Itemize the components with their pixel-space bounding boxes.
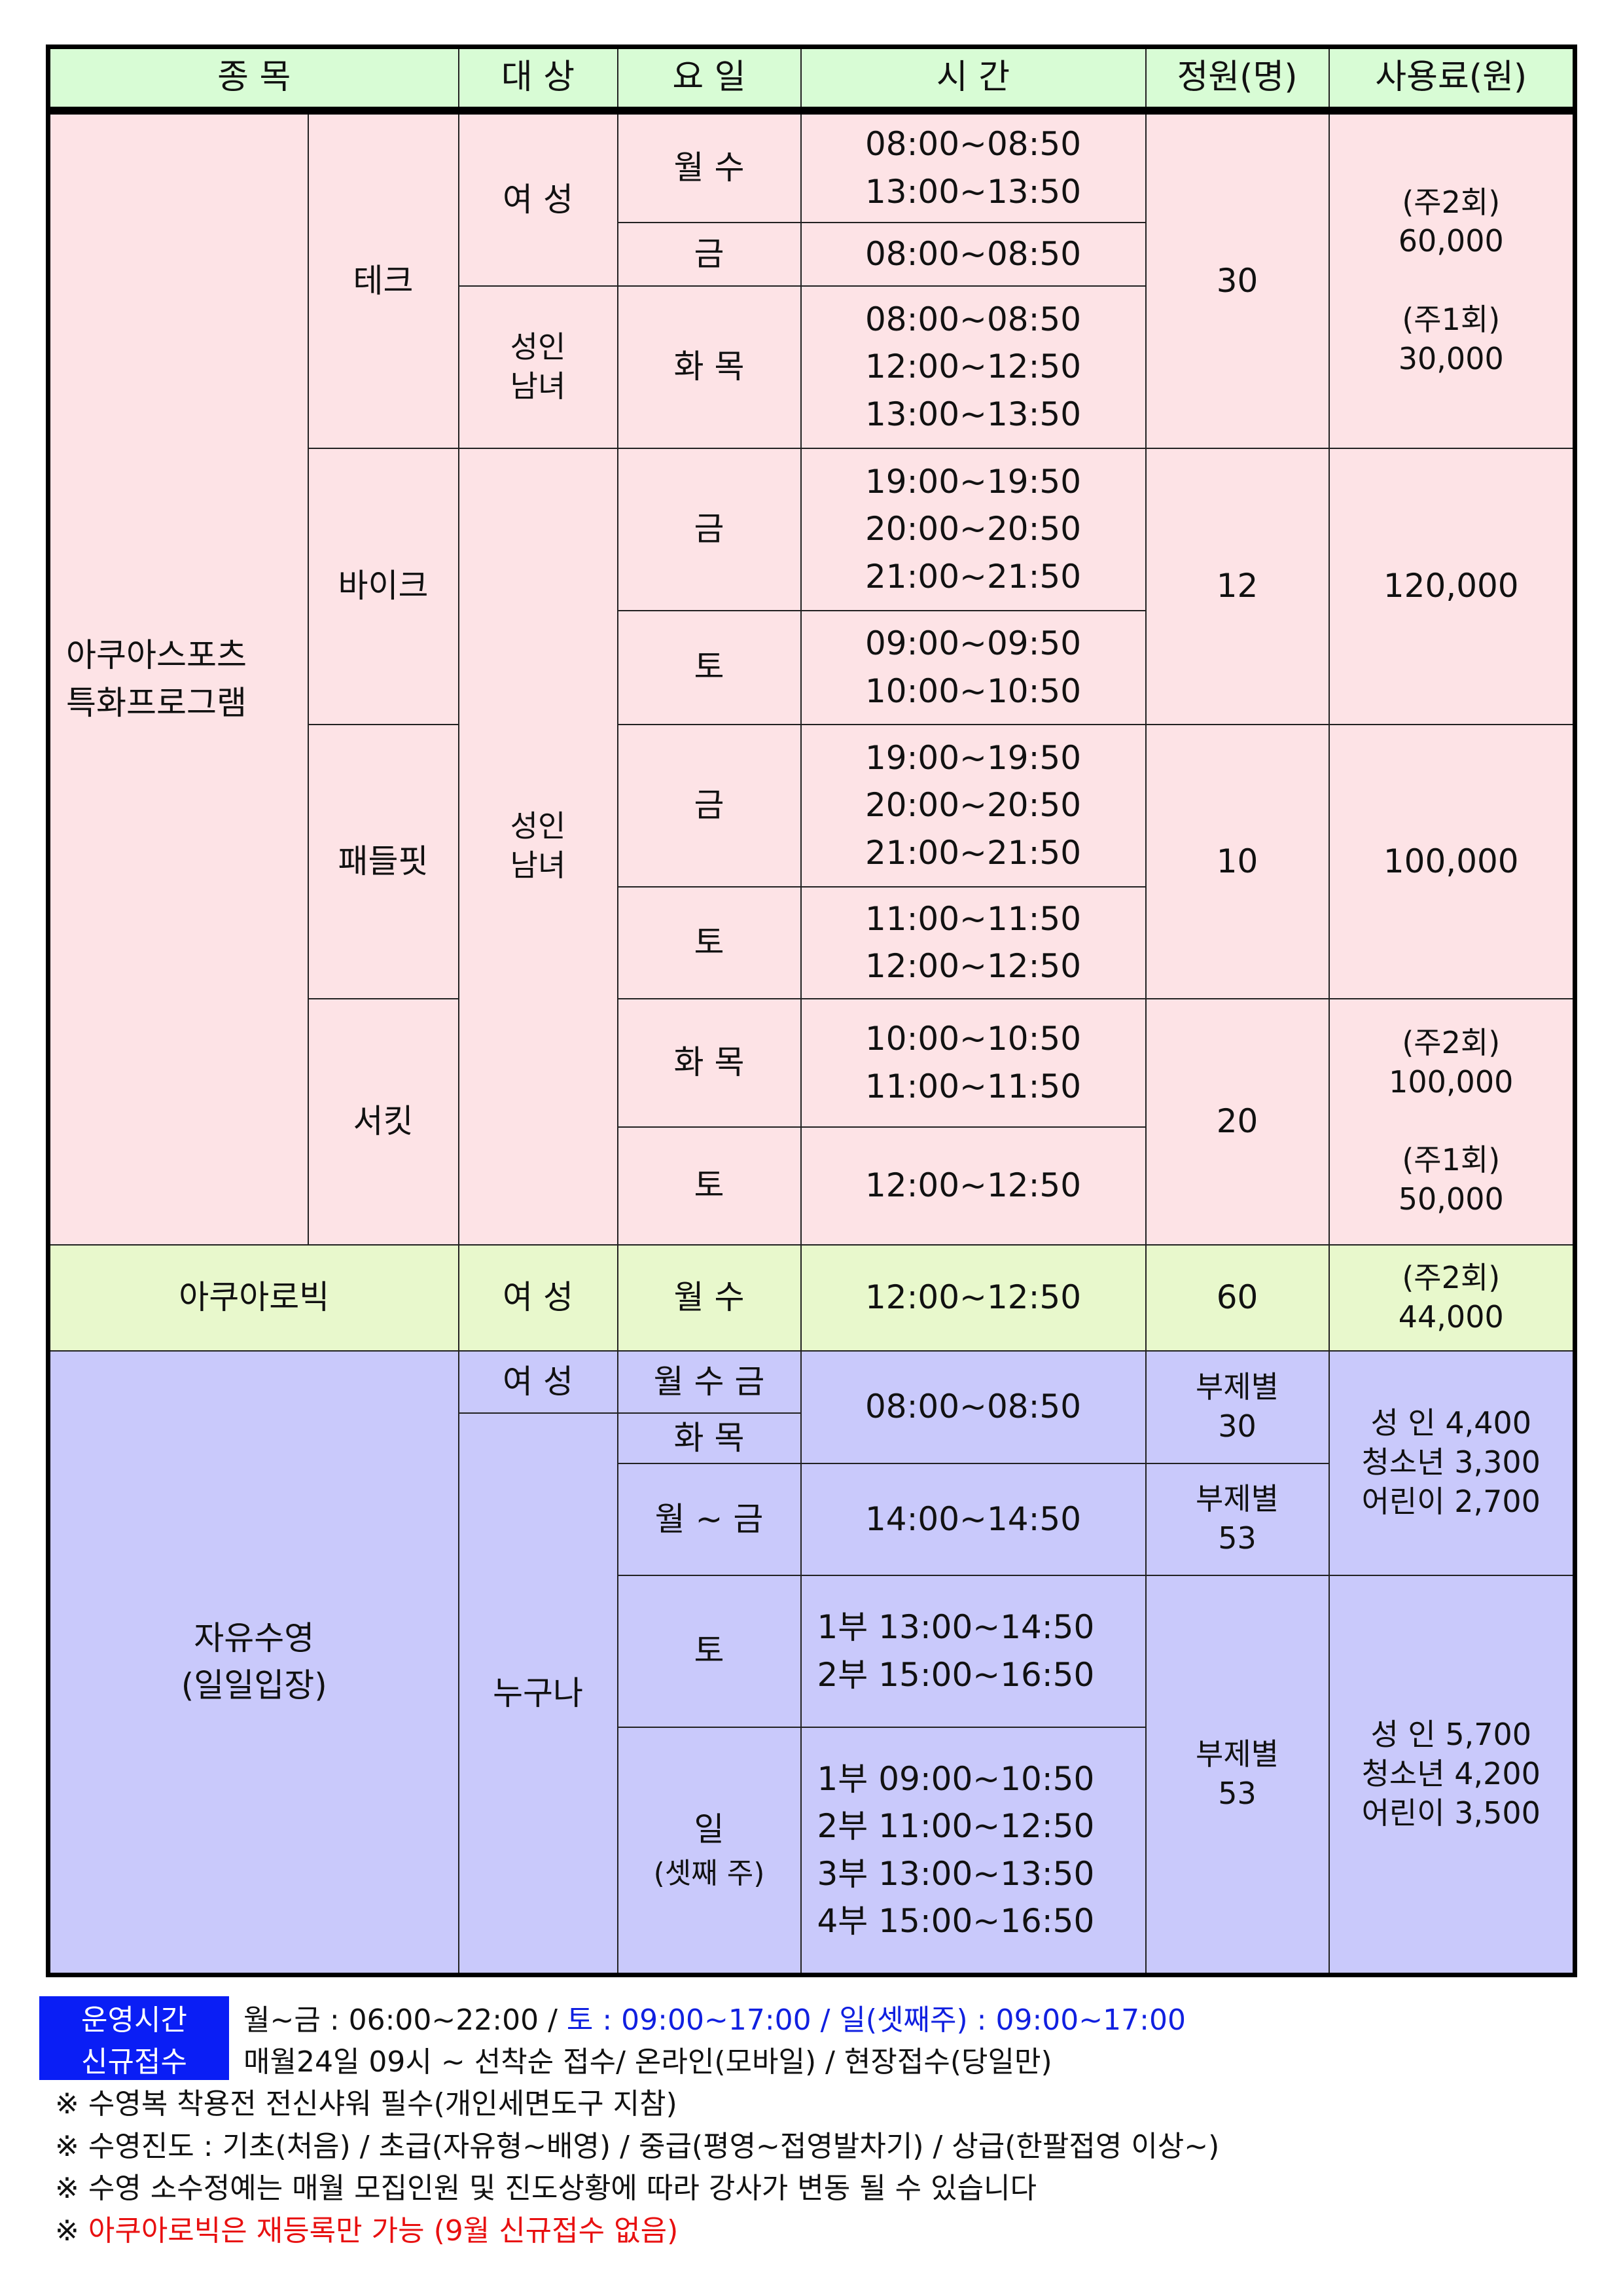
tech-target-adults: 성인 남녀 xyxy=(457,285,618,449)
time-cell: 10:00~10:50 11:00~11:50 xyxy=(800,997,1147,1128)
fee-cell: (주2회) 100,000 (주1회) 50,000 xyxy=(1328,997,1576,1246)
warning-mark: ※ xyxy=(55,2214,88,2248)
tech-name: 테크 xyxy=(307,109,459,449)
day-cell: 월 수 xyxy=(616,109,802,223)
day-cell: 월 ~ 금 xyxy=(616,1462,802,1576)
sunday-note: (셋째 주) xyxy=(653,1857,765,1891)
schedule-table: 종 목 대 상 요 일 시 간 정원(명) 사용료(원) 아쿠아스포츠 특화프로… xyxy=(46,45,1577,1977)
target-anyone: 누구나 xyxy=(457,1412,618,1976)
day-cell: 토 xyxy=(616,1126,802,1246)
time-cell: 08:00~08:50 xyxy=(800,1350,1147,1464)
day-cell: 금 xyxy=(616,447,802,611)
warning-note: ※ 아쿠아로빅은 재등록만 가능 (9월 신규접수 없음) xyxy=(55,2207,678,2249)
day-cell-sunday: 일 (셋째 주) xyxy=(616,1726,802,1976)
day-cell: 금 xyxy=(616,221,802,287)
operating-hours-weekend: 토 : 09:00~17:00 / 일(셋째주) : 09:00~17:00 xyxy=(566,2003,1186,2037)
capacity-cell: 부제별 53 xyxy=(1145,1462,1330,1576)
day-cell: 월 수 금 xyxy=(616,1350,802,1414)
time-cell: 11:00~11:50 12:00~12:50 xyxy=(800,886,1147,999)
time-cell: 08:00~08:50 12:00~12:50 13:00~13:50 xyxy=(800,285,1147,449)
note: ※ 수영 소수정예는 매월 모집인원 및 진도상황에 따라 강사가 변동 될 수… xyxy=(55,2172,1037,2205)
operating-hours: 운영시간 월~금 : 06:00~22:00 / 토 : 09:00~17:00 … xyxy=(39,1996,1186,2038)
time-cell: 19:00~19:50 20:00~20:50 21:00~21:50 xyxy=(800,723,1147,888)
time-cell: 09:00~09:50 10:00~10:50 xyxy=(800,609,1147,725)
day-cell: 금 xyxy=(616,723,802,888)
operating-hours-weekday: 월~금 : 06:00~22:00 / xyxy=(243,2003,567,2037)
fee-cell: (주2회) 60,000 (주1회) 30,000 xyxy=(1328,109,1576,449)
time-cell: 14:00~14:50 xyxy=(800,1462,1147,1576)
target-women: 여 성 xyxy=(457,1350,618,1414)
fee-cell: 100,000 xyxy=(1328,723,1576,999)
registration: 신규접수 매월24일 09시 ~ 선착순 접수/ 온라인(모바일) / 현장접수(… xyxy=(39,2038,1052,2080)
capacity-cell: 12 xyxy=(1145,447,1330,725)
fee-cell: 120,000 xyxy=(1328,447,1576,725)
aqua-sports-name: 아쿠아스포츠 특화프로그램 xyxy=(47,109,309,1246)
circuit-name: 서킷 xyxy=(307,997,459,1246)
tech-target-women: 여 성 xyxy=(457,109,618,287)
header-event: 종 목 xyxy=(47,46,459,115)
target-cell: 여 성 xyxy=(457,1244,618,1352)
note: ※ 수영진도 : 기초(처음) / 초급(자유형~배영) / 중급(평영~접영발… xyxy=(55,2130,1220,2163)
time-cell: 08:00~08:50 13:00~13:50 xyxy=(800,109,1147,223)
registration-label: 신규접수 xyxy=(39,2038,229,2080)
operating-hours-label: 운영시간 xyxy=(39,1996,229,2038)
capacity-cell: 부제별 53 xyxy=(1145,1574,1330,1976)
capacity-cell: 20 xyxy=(1145,997,1330,1246)
time-cell: 19:00~19:50 20:00~20:50 21:00~21:50 xyxy=(800,447,1147,611)
day-cell: 토 xyxy=(616,1574,802,1728)
time-cell: 1부 09:00~10:50 2부 11:00~12:50 3부 13:00~1… xyxy=(800,1726,1147,1976)
capacity-cell: 부제별 30 xyxy=(1145,1350,1330,1464)
header-row: 종 목 대 상 요 일 시 간 정원(명) 사용료(원) xyxy=(47,46,1576,115)
day-cell: 화 목 xyxy=(616,285,802,449)
capacity-cell: 60 xyxy=(1145,1244,1330,1352)
header-target: 대 상 xyxy=(457,46,618,115)
day-cell: 토 xyxy=(616,609,802,725)
note: ※ 수영복 착용전 전신샤워 필수(개인세면도구 지참) xyxy=(55,2087,677,2121)
free-swim-name: 자유수영 (일일입장) xyxy=(47,1350,459,1976)
registration-text: 매월24일 09시 ~ 선착순 접수/ 온라인(모바일) / 현장접수(당일만) xyxy=(243,2045,1052,2079)
adults-target: 성인 남녀 xyxy=(457,447,618,1246)
bike-name: 바이크 xyxy=(307,447,459,725)
capacity-cell: 30 xyxy=(1145,109,1330,449)
capacity-cell: 10 xyxy=(1145,723,1330,999)
paddle-name: 패들핏 xyxy=(307,723,459,999)
header-fee: 사용료(원) xyxy=(1328,46,1576,115)
time-cell: 12:00~12:50 xyxy=(800,1244,1147,1352)
fee-cell: 성 인 5,700 청소년 4,200 어린이 3,500 xyxy=(1328,1574,1576,1976)
warning-text: 아쿠아로빅은 재등록만 가능 (9월 신규접수 없음) xyxy=(88,2214,679,2248)
aqua-aerobic-name: 아쿠아로빅 xyxy=(47,1244,459,1352)
header-capacity: 정원(명) xyxy=(1145,46,1330,115)
time-cell: 12:00~12:50 xyxy=(800,1126,1147,1246)
day-cell: 화 목 xyxy=(616,1412,802,1464)
fee-cell: (주2회) 44,000 xyxy=(1328,1244,1576,1352)
day-cell: 화 목 xyxy=(616,997,802,1128)
sunday-label: 일 xyxy=(694,1810,724,1848)
time-cell: 08:00~08:50 xyxy=(800,221,1147,287)
fee-cell: 성 인 4,400 청소년 3,300 어린이 2,700 xyxy=(1328,1350,1576,1576)
header-day: 요 일 xyxy=(616,46,802,115)
day-cell: 토 xyxy=(616,886,802,999)
day-cell: 월 수 xyxy=(616,1244,802,1352)
time-cell: 1부 13:00~14:50 2부 15:00~16:50 xyxy=(800,1574,1147,1728)
header-time: 시 간 xyxy=(800,46,1147,115)
